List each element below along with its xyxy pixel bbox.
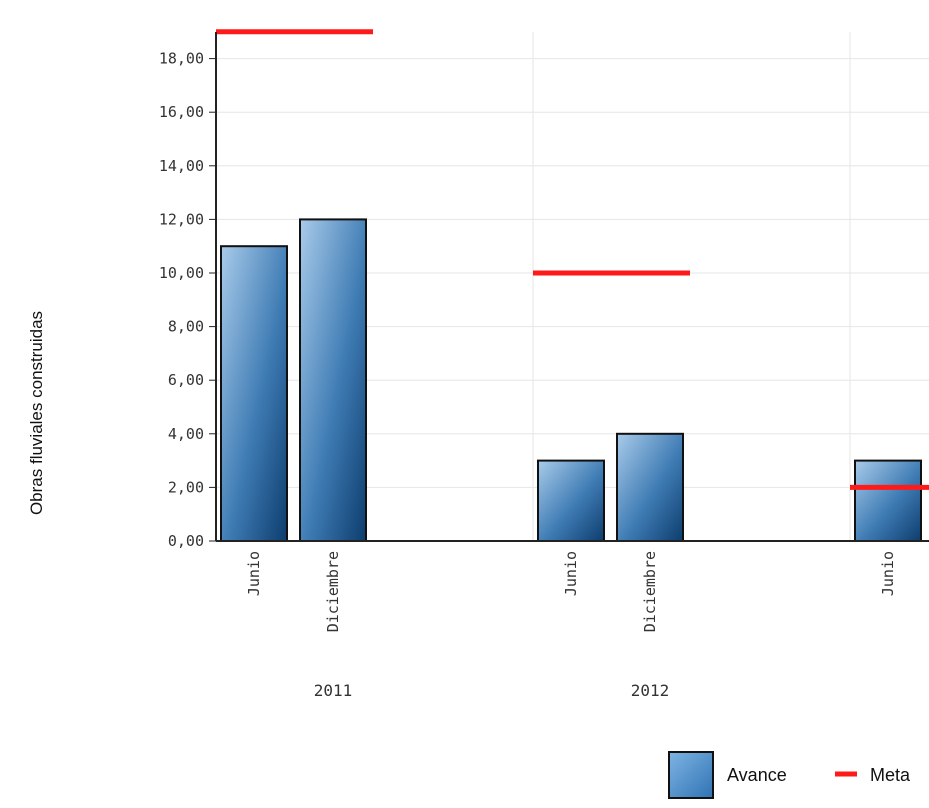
- meta-lines: [216, 29, 929, 490]
- y-tick-label: 2,00: [168, 478, 204, 496]
- bars: [220, 218, 922, 543]
- bar-avance: [854, 459, 922, 543]
- bar-avance: [537, 459, 605, 543]
- legend-avance-label: Avance: [727, 765, 787, 785]
- y-tick-label: 14,00: [159, 157, 204, 175]
- x-category-label: Diciembre: [641, 551, 659, 632]
- y-tick-label: 8,00: [168, 318, 204, 336]
- bar-avance: [299, 218, 367, 542]
- x-category-label: Diciembre: [324, 551, 342, 632]
- legend: Avance Meta: [668, 751, 911, 799]
- legend-avance-swatch: [668, 751, 714, 799]
- x-group-label: 2012: [631, 681, 670, 700]
- y-tick-label: 16,00: [159, 103, 204, 121]
- x-category-labels: Junio Diciembre Junio Diciembre Junio: [245, 551, 897, 632]
- y-tick-label: 18,00: [159, 50, 204, 68]
- x-category-label: Junio: [562, 551, 580, 596]
- y-tick-label: 12,00: [159, 210, 204, 228]
- bar-avance: [220, 245, 288, 542]
- axes: [215, 32, 929, 542]
- x-group-labels: 2011 2012: [314, 681, 670, 700]
- y-tick-label: 10,00: [159, 264, 204, 282]
- y-tick-label: 0,00: [168, 532, 204, 550]
- y-tick-label: 6,00: [168, 371, 204, 389]
- x-group-label: 2011: [314, 681, 353, 700]
- legend-meta-label: Meta: [870, 765, 911, 785]
- y-tick-labels: 0,00 2,00 4,00 6,00 8,00 10,00 12,00 14,00 16,00…: [159, 50, 216, 550]
- y-axis-label: Obras fluviales construidas: [27, 311, 46, 515]
- y-tick-label: 4,00: [168, 425, 204, 443]
- x-category-label: Junio: [245, 551, 263, 596]
- bar-avance: [616, 432, 684, 542]
- x-category-label: Junio: [879, 551, 897, 596]
